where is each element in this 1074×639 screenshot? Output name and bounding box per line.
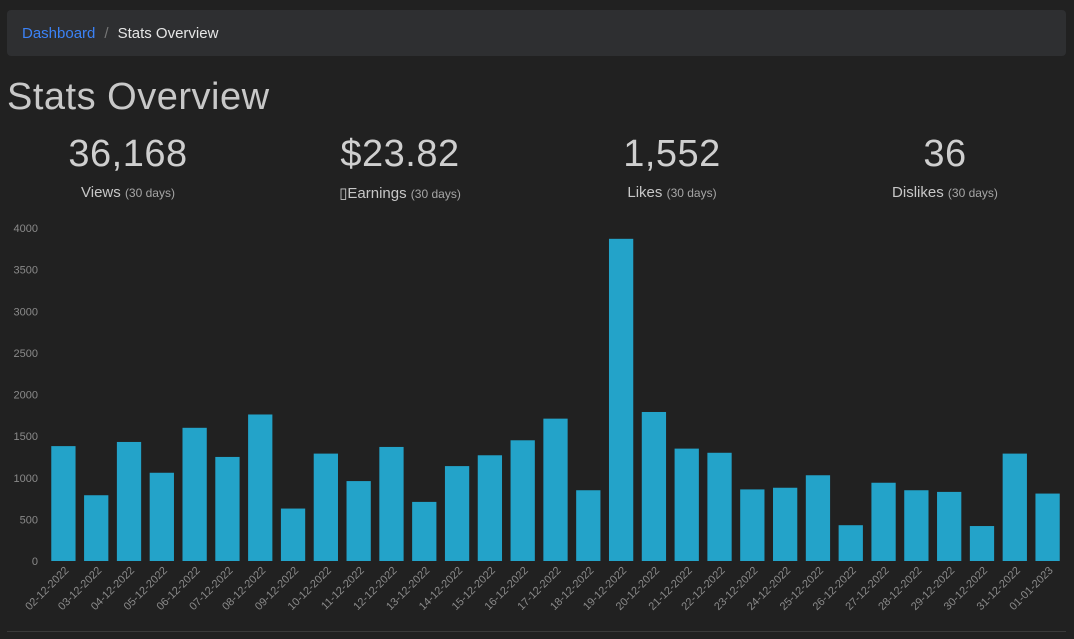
stat-views: 36,168 Views (30 days) — [0, 130, 258, 201]
bar-09-12-2022[interactable] — [280, 508, 306, 561]
breadcrumb-separator: / — [104, 24, 109, 42]
stat-views-label-text: Views — [81, 184, 121, 201]
bar-03-12-2022[interactable] — [84, 495, 109, 561]
stat-likes-period: (30 days) — [666, 186, 717, 200]
bar-04-12-2022[interactable] — [116, 441, 142, 561]
stat-views-label: Views (30 days) — [0, 184, 258, 201]
stat-dislikes-value: 36 — [923, 133, 967, 175]
bar-28-12-2022[interactable] — [904, 490, 929, 561]
stat-likes-value: 1,552 — [623, 133, 721, 175]
stat-earnings-period: (30 days) — [410, 187, 461, 201]
breadcrumb: Dashboard / Stats Overview — [7, 10, 1066, 56]
bar-07-12-2022[interactable] — [215, 456, 240, 561]
bar-15-12-2022[interactable] — [477, 455, 503, 561]
bar-01-01-2023[interactable] — [1035, 493, 1060, 561]
y-tick-label: 1500 — [14, 431, 38, 443]
bar-18-12-2022[interactable] — [576, 490, 601, 561]
stat-earnings-value: $23.82 — [340, 133, 460, 175]
y-tick-label: 500 — [20, 514, 38, 526]
y-tick-label: 1000 — [14, 473, 38, 485]
bar-30-12-2022[interactable] — [969, 526, 995, 561]
stat-dislikes: 36 Dislikes (30 days) — [815, 130, 1074, 201]
page-title: Stats Overview — [7, 76, 270, 118]
stat-likes-label: Likes (30 days) — [542, 184, 802, 201]
bar-29-12-2022[interactable] — [937, 491, 962, 561]
bar-13-12-2022[interactable] — [412, 501, 437, 561]
stat-views-value: 36,168 — [68, 133, 188, 175]
bar-25-12-2022[interactable] — [805, 475, 831, 561]
bar-05-12-2022[interactable] — [149, 472, 174, 561]
bar-11-12-2022[interactable] — [346, 481, 371, 561]
y-tick-label: 4000 — [14, 223, 38, 235]
bar-26-12-2022[interactable] — [838, 525, 863, 561]
bar-31-12-2022[interactable] — [1002, 453, 1027, 561]
bar-12-12-2022[interactable] — [379, 446, 404, 561]
stat-likes-label-text: Likes — [627, 184, 663, 201]
stat-views-period: (30 days) — [124, 186, 175, 200]
bar-27-12-2022[interactable] — [871, 482, 896, 561]
views-bar-chart: 0500100015002000250030003500400002-12-20… — [14, 223, 1060, 613]
bar-02-12-2022[interactable] — [51, 446, 76, 561]
bar-06-12-2022[interactable] — [182, 427, 207, 561]
bar-10-12-2022[interactable] — [313, 453, 338, 561]
stat-earnings: $23.82 ▯Earnings (30 days) — [270, 130, 530, 202]
bar-14-12-2022[interactable] — [444, 466, 470, 561]
bar-08-12-2022[interactable] — [248, 414, 273, 561]
y-tick-label: 2000 — [14, 390, 38, 402]
bar-24-12-2022[interactable] — [773, 487, 798, 561]
bar-22-12-2022[interactable] — [707, 452, 732, 561]
stat-dislikes-label-text: Dislikes — [892, 184, 944, 201]
stat-dislikes-period: (30 days) — [947, 186, 998, 200]
y-tick-label: 2500 — [14, 348, 38, 360]
y-tick-label: 0 — [32, 556, 38, 568]
y-tick-label: 3000 — [14, 306, 38, 318]
breadcrumb-current: Stats Overview — [117, 24, 219, 42]
bar-19-12-2022[interactable] — [608, 238, 634, 561]
y-tick-label: 3500 — [14, 265, 38, 277]
bottom-divider — [7, 631, 1066, 632]
stat-dislikes-label: Dislikes (30 days) — [815, 184, 1074, 201]
stat-likes: 1,552 Likes (30 days) — [542, 130, 802, 201]
bar-23-12-2022[interactable] — [740, 489, 765, 561]
bar-20-12-2022[interactable] — [641, 411, 667, 561]
stat-earnings-label: ▯Earnings (30 days) — [270, 184, 530, 202]
bar-17-12-2022[interactable] — [543, 418, 568, 561]
breadcrumb-dashboard-link[interactable]: Dashboard — [22, 24, 96, 42]
stat-earnings-label-text: ▯Earnings — [339, 185, 407, 202]
bar-16-12-2022[interactable] — [510, 440, 535, 561]
bar-21-12-2022[interactable] — [674, 448, 699, 561]
